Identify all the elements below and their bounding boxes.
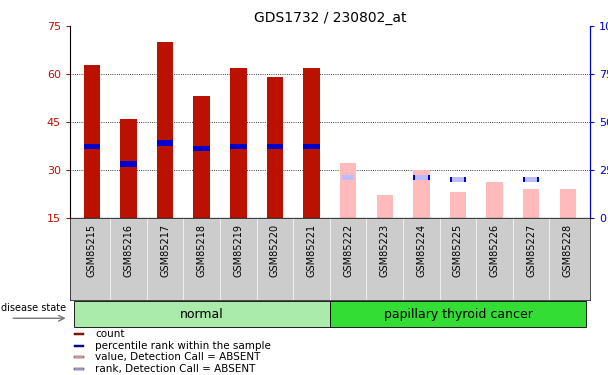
Bar <box>415 175 427 180</box>
Bar <box>525 177 537 182</box>
Text: GSM85227: GSM85227 <box>526 224 536 278</box>
Text: disease state: disease state <box>1 303 66 313</box>
Text: percentile rank within the sample: percentile rank within the sample <box>95 341 271 351</box>
Bar <box>523 189 539 217</box>
Bar <box>193 96 210 218</box>
Bar <box>120 118 137 218</box>
Bar <box>340 164 356 218</box>
Text: GSM85219: GSM85219 <box>233 224 243 277</box>
Bar <box>450 177 466 182</box>
Bar <box>330 302 586 327</box>
Text: papillary thyroid cancer: papillary thyroid cancer <box>384 308 533 321</box>
Bar <box>84 64 100 218</box>
Bar <box>74 333 83 335</box>
Bar <box>342 175 354 180</box>
Bar <box>120 161 137 166</box>
Bar <box>559 189 576 217</box>
Bar <box>230 144 247 149</box>
Bar <box>74 357 83 358</box>
Bar <box>84 144 100 149</box>
Bar <box>157 140 173 146</box>
Bar <box>303 68 320 218</box>
Text: GSM85217: GSM85217 <box>160 224 170 277</box>
Bar <box>267 144 283 149</box>
Text: rank, Detection Call = ABSENT: rank, Detection Call = ABSENT <box>95 364 255 374</box>
Text: value, Detection Call = ABSENT: value, Detection Call = ABSENT <box>95 352 261 362</box>
Title: GDS1732 / 230802_at: GDS1732 / 230802_at <box>254 11 406 25</box>
Bar <box>523 177 539 182</box>
Text: GSM85222: GSM85222 <box>343 224 353 278</box>
Bar <box>486 183 503 218</box>
Bar <box>74 302 330 327</box>
Bar <box>74 368 83 370</box>
Text: count: count <box>95 329 125 339</box>
Bar <box>452 177 464 182</box>
Text: GSM85224: GSM85224 <box>416 224 426 277</box>
Text: GSM85220: GSM85220 <box>270 224 280 277</box>
Text: normal: normal <box>180 308 224 321</box>
Text: GSM85223: GSM85223 <box>380 224 390 277</box>
Bar <box>376 195 393 217</box>
Text: GSM85226: GSM85226 <box>489 224 500 277</box>
Text: GSM85221: GSM85221 <box>306 224 317 277</box>
Bar <box>74 345 83 346</box>
Bar <box>450 192 466 217</box>
Bar <box>267 77 283 218</box>
Bar <box>230 68 247 218</box>
Text: GSM85228: GSM85228 <box>563 224 573 277</box>
Text: GSM85216: GSM85216 <box>123 224 134 277</box>
Text: GSM85218: GSM85218 <box>197 224 207 277</box>
Bar <box>157 42 173 218</box>
Text: GSM85225: GSM85225 <box>453 224 463 278</box>
Bar <box>413 175 430 180</box>
Bar <box>303 144 320 149</box>
Bar <box>193 146 210 152</box>
Text: GSM85215: GSM85215 <box>87 224 97 277</box>
Bar <box>413 170 430 217</box>
